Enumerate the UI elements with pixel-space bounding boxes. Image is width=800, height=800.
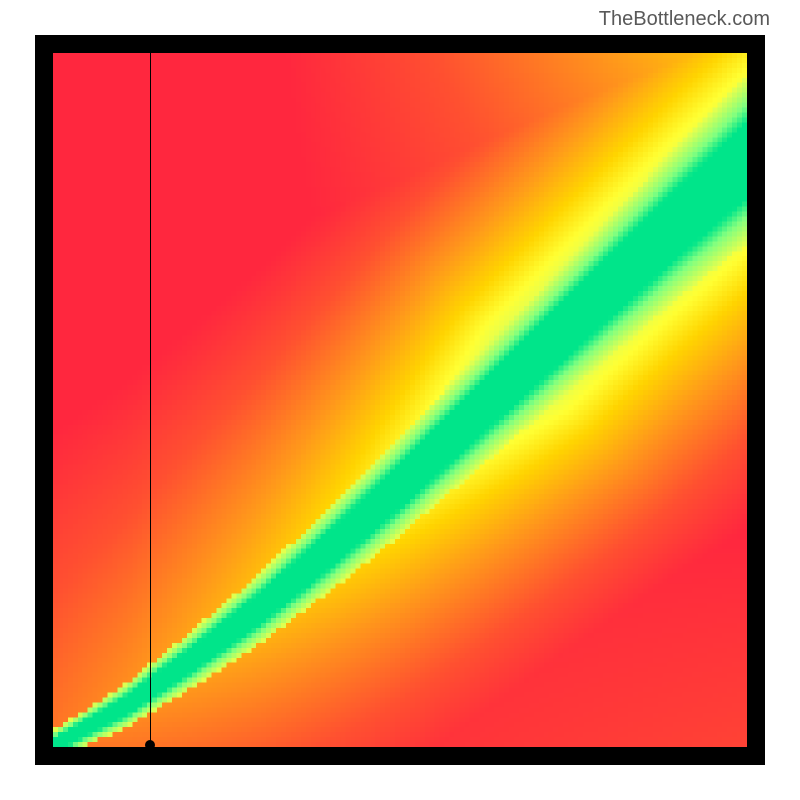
vertical-guide-line — [150, 53, 151, 747]
attribution-text: TheBottleneck.com — [599, 8, 770, 31]
bottleneck-heatmap — [53, 53, 747, 747]
marker-dot — [145, 740, 155, 750]
chart-frame — [35, 35, 765, 765]
